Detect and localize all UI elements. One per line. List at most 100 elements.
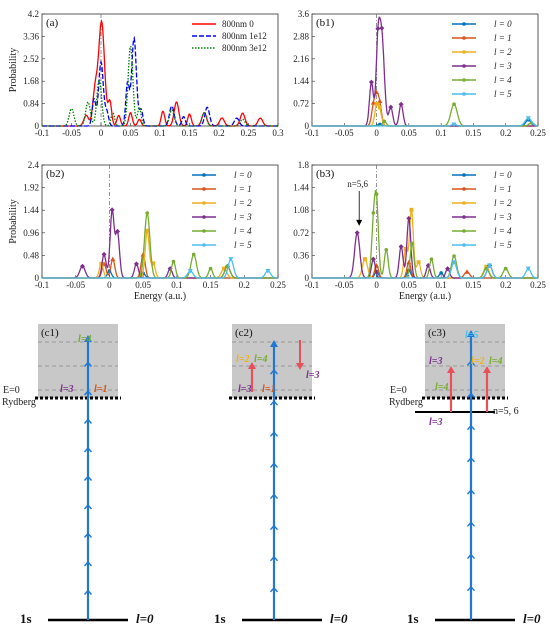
x-tick-label: 0.15 <box>466 280 482 290</box>
photon-chevron <box>269 400 279 406</box>
legend-label: l = 0 <box>234 170 252 180</box>
legend-marker <box>462 78 466 82</box>
diagram-label: (c3) <box>428 327 446 339</box>
continuum-band <box>425 324 505 398</box>
photon-chevron <box>83 560 93 567</box>
level-label: l=3 <box>429 356 442 367</box>
continuum-band <box>232 324 312 398</box>
level-label: l=3 <box>429 417 442 428</box>
photon-chevron <box>466 489 476 495</box>
transition-arrow-head <box>296 363 304 370</box>
plot-frame <box>41 164 279 279</box>
series-marker <box>439 271 443 275</box>
series-marker <box>487 263 493 268</box>
level-label: l=4 <box>254 354 267 365</box>
plot-frame <box>311 164 539 279</box>
legend-label: 800nm 3e12 <box>222 43 267 53</box>
legend-label: l = 5 <box>494 240 512 250</box>
chart-b2: -0.1 -0.05 0 0.05 0.1 0.15 0.2 0.25 0 0.48 0.96 1.4… <box>8 160 286 302</box>
legend-label: l = 4 <box>234 226 252 236</box>
photon-chevron <box>83 418 93 424</box>
ground-l-label: l=0 <box>523 611 541 626</box>
y-tick-label: 0.96 <box>23 228 39 238</box>
photon-chevron <box>83 532 93 538</box>
y-tick-label: 2.4 <box>28 160 40 170</box>
x-tick-label: -0.1 <box>305 128 319 138</box>
e0-label: E=0 <box>3 385 20 396</box>
panel-label: (b1) <box>316 17 335 29</box>
photon-chevron <box>269 555 279 562</box>
x-tick-label: 0.25 <box>270 280 286 290</box>
e0-label: E=0 <box>390 385 407 396</box>
legend-marker <box>462 22 466 26</box>
transition-arrow-head <box>467 330 475 337</box>
series-marker <box>362 257 367 262</box>
level-label: l=4 <box>435 382 448 393</box>
photon-chevron <box>269 524 279 531</box>
series-marker <box>451 260 457 265</box>
photon-chevron <box>269 369 279 375</box>
y-tick-label: 3.6 <box>298 9 310 19</box>
legend-label: l = 4 <box>494 75 512 85</box>
series-marker <box>377 105 382 110</box>
legend-label: l = 1 <box>494 33 512 43</box>
y-tick-label: 4.2 <box>28 9 39 19</box>
x-tick-label: 0.05 <box>123 128 139 138</box>
legend-label: l = 5 <box>234 240 252 250</box>
series-marker <box>228 257 234 262</box>
x-tick-label: 0.25 <box>530 280 546 290</box>
y-tick-label: 1.44 <box>293 183 309 193</box>
legend-label: 800nm 1e12 <box>222 31 267 41</box>
level-label: l=4 <box>78 334 91 345</box>
x-axis-label: Energy (a.u.) <box>134 291 186 302</box>
legend-label: l = 4 <box>494 226 512 236</box>
legend-marker <box>462 243 466 247</box>
photon-chevron <box>466 456 476 463</box>
series-marker <box>133 261 139 267</box>
legend-label: l = 3 <box>494 61 512 71</box>
photon-chevron <box>83 475 93 481</box>
x-tick-label: -0.1 <box>305 280 319 290</box>
x-tick-label: 0.2 <box>500 128 511 138</box>
x-tick-label: 0.05 <box>135 280 151 290</box>
series-marker <box>388 104 394 110</box>
legend-marker <box>202 229 206 233</box>
level-label: l=1 <box>94 384 107 395</box>
continuum-band <box>38 324 118 398</box>
series-marker <box>370 256 376 262</box>
photon-chevron <box>83 503 93 510</box>
photon-chevron <box>83 589 93 595</box>
y-tick-label: 1.08 <box>293 205 309 215</box>
photon-chevron <box>466 392 476 398</box>
level-label: l=1 <box>262 384 275 395</box>
x-tick-label: 0.05 <box>401 128 417 138</box>
legend-label: l = 2 <box>494 47 512 57</box>
series-marker <box>375 26 381 32</box>
photon-chevron <box>83 446 93 453</box>
x-tick-label: -0.05 <box>335 280 354 290</box>
legend-label: l = 5 <box>494 89 512 99</box>
level-label: l=5 <box>465 330 478 341</box>
chart-b1: -0.1 -0.05 0 0.05 0.1 0.15 0.2 0.25 0 0.72 1.44 2.1… <box>293 9 546 138</box>
y-tick-label: 1.8 <box>298 160 310 170</box>
legend-label: l = 0 <box>494 19 512 29</box>
series-marker <box>109 207 115 213</box>
series-marker <box>374 192 379 196</box>
x-tick-label: 0.05 <box>401 280 417 290</box>
level-label: l=3 <box>306 370 319 381</box>
series-marker <box>145 228 150 233</box>
x-tick-label: -0.05 <box>62 128 81 138</box>
annotation-arrow-head <box>356 219 363 226</box>
series-marker <box>368 79 374 85</box>
y-tick-label: 0 <box>35 121 40 131</box>
legend-label: l = 3 <box>234 212 252 222</box>
y-tick-label: 2.16 <box>293 54 309 64</box>
photon-chevron <box>466 553 476 560</box>
photon-chevron <box>269 462 279 468</box>
series-line-0 <box>42 19 278 127</box>
x-tick-label: 0 <box>374 280 379 290</box>
x-tick-label: 0.25 <box>241 128 257 138</box>
series-marker <box>416 260 421 265</box>
